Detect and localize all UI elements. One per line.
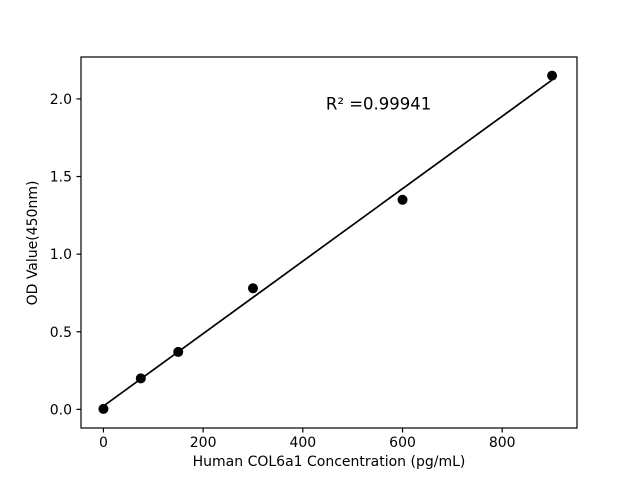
y-tick-label: 0.0 — [50, 402, 72, 418]
x-tick-label: 600 — [389, 435, 416, 451]
x-tick-label: 0 — [99, 435, 108, 451]
y-tick-label: 1.5 — [50, 170, 72, 186]
y-tick-label: 0.5 — [50, 325, 72, 341]
data-point — [98, 403, 109, 414]
r-squared-annotation: R² =0.99941 — [325, 94, 432, 114]
data-point — [547, 70, 558, 81]
axes-frame — [80, 56, 578, 429]
x-axis-label: Human COL6a1 Concentration (pg/mL) — [192, 454, 466, 470]
data-point — [247, 283, 258, 294]
data-point — [173, 346, 184, 357]
x-tick-label: 200 — [190, 435, 217, 451]
y-tick-label: 1.0 — [50, 247, 72, 263]
y-axis-label: OD Value(450nm) — [25, 180, 41, 306]
y-tick-label: 2.0 — [50, 92, 72, 108]
data-point — [135, 373, 146, 384]
data-point — [397, 194, 408, 205]
fit-line — [102, 79, 553, 407]
x-tick-label: 800 — [489, 435, 516, 451]
x-tick-label: 400 — [289, 435, 316, 451]
